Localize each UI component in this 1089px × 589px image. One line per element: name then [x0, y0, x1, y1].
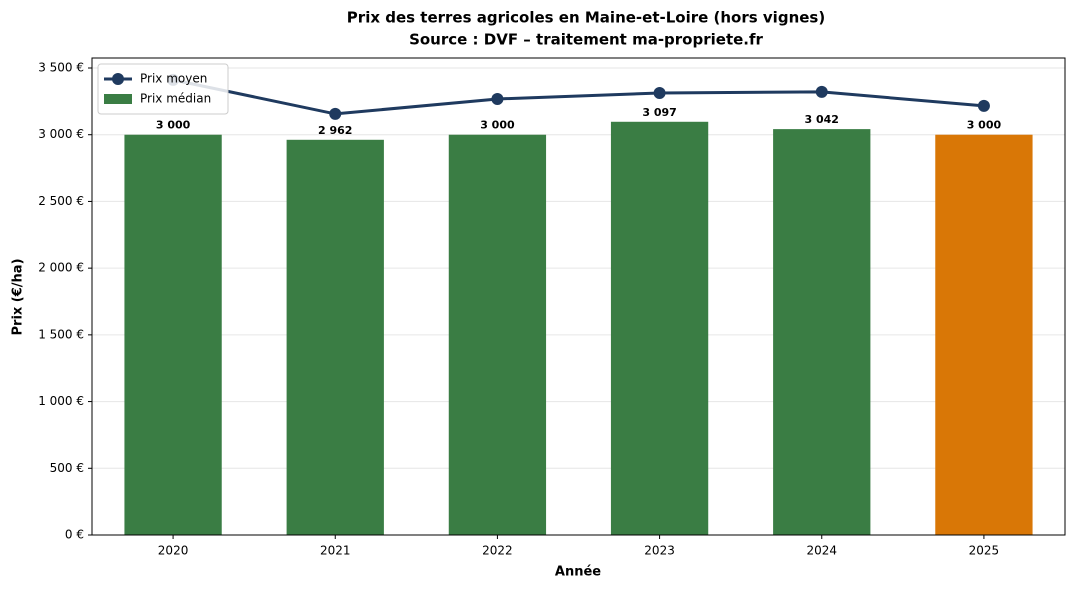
legend-label: Prix moyen: [140, 72, 207, 86]
x-tick-label: 2023: [644, 544, 675, 558]
bar: [124, 134, 222, 535]
y-tick-label: 2 000 €: [38, 261, 84, 275]
line: [172, 78, 985, 116]
y-tick-label: 2 500 €: [38, 194, 84, 208]
line-point: [653, 86, 666, 99]
value-label: 3 000: [156, 119, 191, 132]
legend-swatch: [104, 94, 132, 104]
bar: [935, 134, 1033, 535]
y-tick-label: 1 000 €: [38, 394, 84, 408]
value-label: 3 097: [642, 106, 676, 119]
line-point: [815, 85, 828, 98]
x-tick-label: 2024: [806, 544, 837, 558]
y-tick-label: 0 €: [65, 528, 84, 542]
y-tick-label: 3 000 €: [38, 127, 84, 141]
y-tick-label: 3 500 €: [38, 61, 84, 75]
line-point: [491, 92, 504, 105]
x-tick-label: 2020: [158, 544, 189, 558]
y-tick-label: 500 €: [50, 461, 84, 475]
line-point: [329, 107, 342, 120]
bar: [448, 134, 547, 535]
bar: [773, 129, 871, 535]
bar: [610, 121, 709, 536]
value-label: 3 000: [967, 119, 1002, 132]
plot-frame: [91, 57, 1066, 536]
x-tick-label: 2022: [482, 544, 513, 558]
value-label: 2 962: [318, 124, 352, 137]
value-label: 3 000: [480, 119, 515, 132]
y-axis-label: Prix (€/ha): [11, 258, 26, 335]
x-tick-label: 2021: [320, 544, 351, 558]
line-point: [977, 99, 990, 112]
bar: [286, 139, 384, 535]
value-label: 3 042: [805, 113, 839, 126]
legend-marker: [112, 73, 124, 85]
x-tick-label: 2025: [969, 544, 1000, 558]
y-tick-label: 1 500 €: [38, 327, 84, 341]
chart-subtitle: Source : DVF – traitement ma-propriete.f…: [409, 31, 763, 49]
x-axis-label: Année: [555, 565, 601, 580]
legend-label: Prix médian: [140, 92, 211, 106]
chart-title: Prix des terres agricoles en Maine-et-Lo…: [347, 9, 825, 27]
